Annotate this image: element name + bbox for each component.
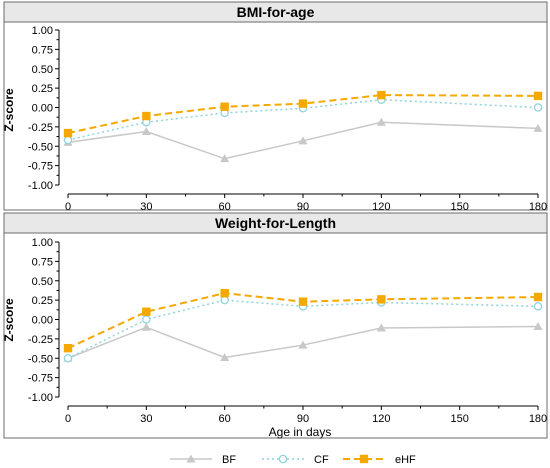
data-point-bf: [533, 321, 543, 330]
data-point-bf: [220, 154, 230, 163]
x-tick-label: 120: [372, 201, 390, 213]
series-layer: [63, 288, 543, 363]
legend-marker: [359, 454, 369, 464]
data-point-bf: [376, 117, 386, 126]
y-tick-label: 0.50: [32, 64, 53, 76]
y-tick-label: 0.00: [32, 315, 53, 327]
axes: 1.00 0.75 0.50 0.25 0.00 -0.25 -0.50 -0.75 -1.00…: [28, 237, 547, 425]
y-tick-label: -0.50: [28, 141, 53, 153]
panel-frame: [3, 21, 548, 211]
x-tick-label: 90: [297, 413, 309, 425]
x-tick-label: 0: [65, 413, 71, 425]
legend-label: BF: [222, 454, 236, 466]
panel-frame: [3, 232, 548, 439]
data-point-ehf: [63, 128, 73, 138]
data-point-bf: [298, 136, 308, 145]
panel-weight-for-length: Weight-for-Length Z-score Age in days 1.…: [2, 212, 548, 439]
y-tick-label: 0.25: [32, 295, 53, 307]
legend-label: eHF: [395, 454, 416, 466]
x-axis-label: Age in days: [269, 425, 332, 439]
data-point-ehf: [377, 295, 386, 304]
series-layer: [63, 90, 543, 163]
data-point-ehf: [220, 102, 229, 111]
y-axis-label: Z-score: [2, 298, 16, 342]
data-point-cf: [533, 103, 543, 112]
y-tick-label: -1.00: [28, 392, 53, 404]
series-line-cf: [67, 98, 539, 141]
y-tick-label: -1.00: [28, 180, 53, 192]
y-tick-label: 0.75: [32, 256, 53, 268]
y-tick-label: 0.00: [32, 103, 53, 115]
panel-bmi-for-age: BMI-for-age Z-score 1.00 0.75 0.50 0.25 0.00…: [2, 1, 548, 213]
series-line-bf: [67, 325, 539, 359]
series-line-cf: [67, 299, 539, 359]
data-point-bf: [533, 123, 543, 132]
legend: BF CF eHF: [170, 454, 416, 466]
x-tick-label: 150: [450, 201, 468, 213]
panel-title: Weight-for-Length: [215, 215, 336, 231]
axes: 1.00 0.75 0.50 0.25 0.00 -0.25 -0.50 -0.75 -1.00…: [28, 25, 547, 213]
legend-label: CF: [314, 454, 329, 466]
panel-title: BMI-for-age: [237, 4, 315, 20]
x-tick-label: 150: [450, 413, 468, 425]
data-point-bf: [376, 323, 386, 332]
legend-marker: [278, 454, 288, 464]
y-tick-label: -0.25: [28, 122, 53, 134]
data-point-cf: [63, 135, 73, 145]
data-point-cf: [63, 353, 73, 363]
x-tick-label: 180: [529, 413, 547, 425]
legend-item-cf: CF: [262, 454, 329, 466]
y-tick-label: 0.25: [32, 83, 53, 95]
y-tick-label: 0.50: [32, 276, 53, 288]
data-point-ehf: [142, 307, 151, 316]
data-point-cf: [533, 302, 543, 311]
y-tick-label: -0.75: [28, 161, 53, 173]
data-point-bf: [141, 322, 151, 331]
data-point-ehf: [533, 91, 543, 101]
series-line-bf: [67, 121, 539, 160]
data-point-ehf: [63, 343, 73, 353]
legend-item-ehf: eHF: [343, 454, 416, 466]
data-point-ehf: [142, 111, 151, 121]
x-tick-label: 60: [219, 201, 231, 213]
series-line-ehf: [67, 292, 539, 350]
data-point-cf: [220, 295, 229, 305]
y-tick-label: 1.00: [32, 25, 53, 37]
legend-item-bf: BF: [170, 454, 236, 466]
x-tick-label: 30: [140, 413, 152, 425]
data-point-cf: [142, 315, 151, 324]
x-tick-label: 120: [372, 413, 390, 425]
x-tick-label: 0: [65, 201, 71, 213]
data-point-ehf: [377, 90, 386, 100]
data-point-bf: [220, 352, 230, 361]
y-tick-label: 0.75: [32, 44, 53, 56]
x-tick-label: 30: [140, 201, 152, 213]
x-tick-label: 180: [529, 201, 547, 213]
y-tick-label: 1.00: [32, 237, 53, 249]
data-point-ehf: [220, 288, 229, 298]
x-tick-label: 90: [297, 201, 309, 213]
data-point-bf: [298, 340, 308, 349]
y-tick-label: -0.75: [28, 373, 53, 385]
data-point-ehf: [533, 292, 543, 302]
legend-marker: [186, 454, 196, 463]
data-point-bf: [141, 127, 151, 136]
y-tick-label: -0.25: [28, 334, 53, 346]
y-tick-label: -0.50: [28, 353, 53, 365]
y-axis-label: Z-score: [2, 88, 16, 132]
data-point-ehf: [298, 99, 308, 108]
series-line-ehf: [67, 94, 539, 135]
data-point-ehf: [298, 297, 308, 306]
x-tick-label: 60: [219, 413, 231, 425]
